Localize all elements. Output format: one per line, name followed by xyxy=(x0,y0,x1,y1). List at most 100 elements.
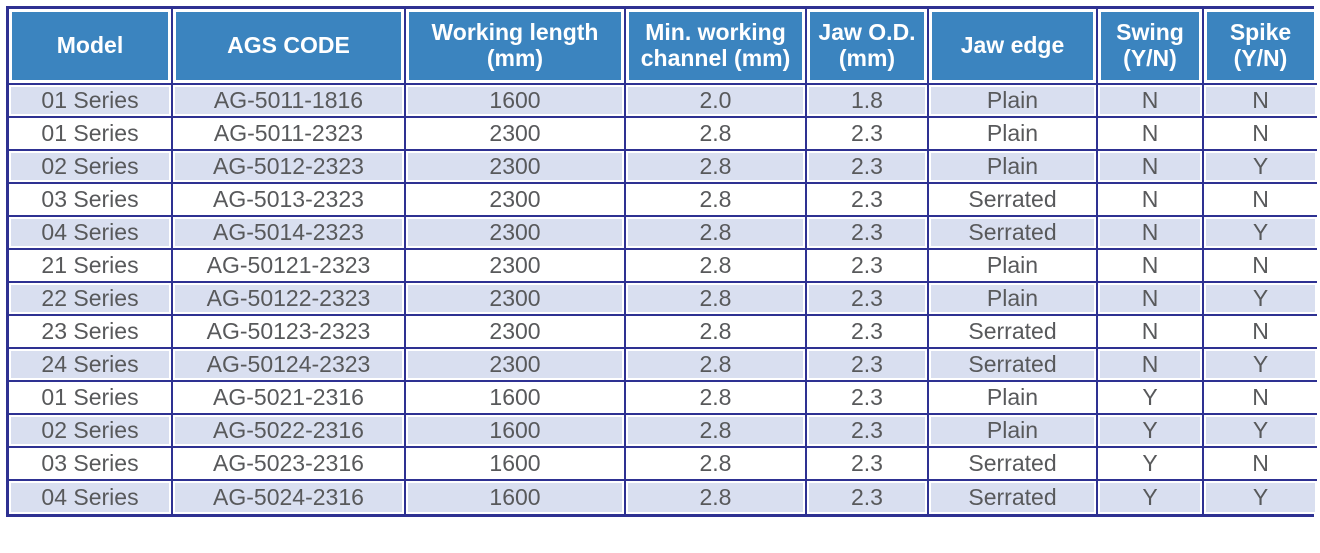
cell-jaw-edge: Plain xyxy=(929,85,1098,118)
cell-jaw-od: 2.3 xyxy=(807,448,929,481)
cell-jaw-edge: Serrated xyxy=(929,217,1098,250)
cell-min-working-channel: 2.8 xyxy=(626,151,807,184)
table-row: 01 Series AG-5011-2323 2300 2.8 2.3 Plai… xyxy=(9,118,1317,151)
cell-working-length: 2300 xyxy=(406,316,626,349)
cell-min-working-channel: 2.8 xyxy=(626,448,807,481)
cell-min-working-channel: 2.8 xyxy=(626,184,807,217)
cell-model: 01 Series xyxy=(9,118,173,151)
cell-working-length: 2300 xyxy=(406,118,626,151)
cell-jaw-od: 2.3 xyxy=(807,184,929,217)
cell-ags-code: AG-5011-1816 xyxy=(173,85,406,118)
cell-working-length: 1600 xyxy=(406,382,626,415)
cell-working-length: 1600 xyxy=(406,481,626,514)
cell-swing: N xyxy=(1098,118,1204,151)
cell-swing: N xyxy=(1098,184,1204,217)
cell-spike: Y xyxy=(1204,481,1317,514)
table-row: 03 Series AG-5023-2316 1600 2.8 2.3 Serr… xyxy=(9,448,1317,481)
table-row: 24 Series AG-50124-2323 2300 2.8 2.3 Ser… xyxy=(9,349,1317,382)
cell-ags-code: AG-5014-2323 xyxy=(173,217,406,250)
cell-spike: Y xyxy=(1204,151,1317,184)
cell-working-length: 2300 xyxy=(406,151,626,184)
spec-table-container: Model AGS CODE Working length (mm) Min. … xyxy=(6,6,1317,517)
cell-model: 01 Series xyxy=(9,382,173,415)
cell-jaw-od: 2.3 xyxy=(807,481,929,514)
table-body: 01 Series AG-5011-1816 1600 2.0 1.8 Plai… xyxy=(9,85,1317,514)
col-header-min-working-channel: Min. working channel (mm) xyxy=(626,9,807,85)
cell-swing: N xyxy=(1098,217,1204,250)
cell-jaw-od: 2.3 xyxy=(807,316,929,349)
cell-min-working-channel: 2.8 xyxy=(626,349,807,382)
cell-spike: Y xyxy=(1204,217,1317,250)
table-row: 02 Series AG-5022-2316 1600 2.8 2.3 Plai… xyxy=(9,415,1317,448)
cell-spike: N xyxy=(1204,316,1317,349)
cell-min-working-channel: 2.0 xyxy=(626,85,807,118)
cell-ags-code: AG-50124-2323 xyxy=(173,349,406,382)
cell-min-working-channel: 2.8 xyxy=(626,250,807,283)
col-header-jaw-od: Jaw O.D. (mm) xyxy=(807,9,929,85)
cell-jaw-od: 2.3 xyxy=(807,349,929,382)
col-header-spike: Spike (Y/N) xyxy=(1204,9,1317,85)
cell-swing: N xyxy=(1098,250,1204,283)
cell-swing: Y xyxy=(1098,481,1204,514)
cell-model: 04 Series xyxy=(9,481,173,514)
header-row: Model AGS CODE Working length (mm) Min. … xyxy=(9,9,1317,85)
cell-ags-code: AG-5013-2323 xyxy=(173,184,406,217)
cell-jaw-edge: Serrated xyxy=(929,448,1098,481)
cell-jaw-od: 2.3 xyxy=(807,250,929,283)
cell-model: 01 Series xyxy=(9,85,173,118)
cell-min-working-channel: 2.8 xyxy=(626,217,807,250)
cell-swing: Y xyxy=(1098,382,1204,415)
cell-swing: N xyxy=(1098,85,1204,118)
table-row: 02 Series AG-5012-2323 2300 2.8 2.3 Plai… xyxy=(9,151,1317,184)
col-header-working-length: Working length (mm) xyxy=(406,9,626,85)
cell-min-working-channel: 2.8 xyxy=(626,283,807,316)
cell-ags-code: AG-50121-2323 xyxy=(173,250,406,283)
cell-model: 22 Series xyxy=(9,283,173,316)
cell-jaw-od: 2.3 xyxy=(807,151,929,184)
table-row: 23 Series AG-50123-2323 2300 2.8 2.3 Ser… xyxy=(9,316,1317,349)
cell-spike: N xyxy=(1204,85,1317,118)
table-row: 03 Series AG-5013-2323 2300 2.8 2.3 Serr… xyxy=(9,184,1317,217)
cell-working-length: 1600 xyxy=(406,448,626,481)
cell-spike: Y xyxy=(1204,283,1317,316)
cell-ags-code: AG-50123-2323 xyxy=(173,316,406,349)
cell-swing: N xyxy=(1098,349,1204,382)
cell-swing: Y xyxy=(1098,415,1204,448)
col-header-swing: Swing (Y/N) xyxy=(1098,9,1204,85)
cell-working-length: 1600 xyxy=(406,85,626,118)
cell-ags-code: AG-5022-2316 xyxy=(173,415,406,448)
cell-jaw-od: 2.3 xyxy=(807,283,929,316)
cell-jaw-edge: Plain xyxy=(929,415,1098,448)
cell-jaw-edge: Serrated xyxy=(929,349,1098,382)
cell-jaw-edge: Plain xyxy=(929,382,1098,415)
cell-swing: Y xyxy=(1098,448,1204,481)
cell-jaw-od: 2.3 xyxy=(807,118,929,151)
cell-min-working-channel: 2.8 xyxy=(626,415,807,448)
cell-ags-code: AG-5021-2316 xyxy=(173,382,406,415)
cell-working-length: 2300 xyxy=(406,250,626,283)
cell-spike: N xyxy=(1204,448,1317,481)
cell-min-working-channel: 2.8 xyxy=(626,316,807,349)
cell-model: 21 Series xyxy=(9,250,173,283)
cell-working-length: 2300 xyxy=(406,217,626,250)
cell-min-working-channel: 2.8 xyxy=(626,481,807,514)
cell-model: 03 Series xyxy=(9,184,173,217)
col-header-model: Model xyxy=(9,9,173,85)
cell-working-length: 1600 xyxy=(406,415,626,448)
cell-jaw-od: 2.3 xyxy=(807,382,929,415)
cell-swing: N xyxy=(1098,283,1204,316)
cell-spike: N xyxy=(1204,184,1317,217)
cell-model: 24 Series xyxy=(9,349,173,382)
cell-ags-code: AG-5011-2323 xyxy=(173,118,406,151)
cell-spike: N xyxy=(1204,382,1317,415)
cell-spike: N xyxy=(1204,250,1317,283)
table-row: 01 Series AG-5011-1816 1600 2.0 1.8 Plai… xyxy=(9,85,1317,118)
cell-model: 02 Series xyxy=(9,415,173,448)
cell-jaw-edge: Plain xyxy=(929,151,1098,184)
cell-model: 03 Series xyxy=(9,448,173,481)
cell-spike: N xyxy=(1204,118,1317,151)
col-header-ags-code: AGS CODE xyxy=(173,9,406,85)
cell-min-working-channel: 2.8 xyxy=(626,382,807,415)
cell-min-working-channel: 2.8 xyxy=(626,118,807,151)
